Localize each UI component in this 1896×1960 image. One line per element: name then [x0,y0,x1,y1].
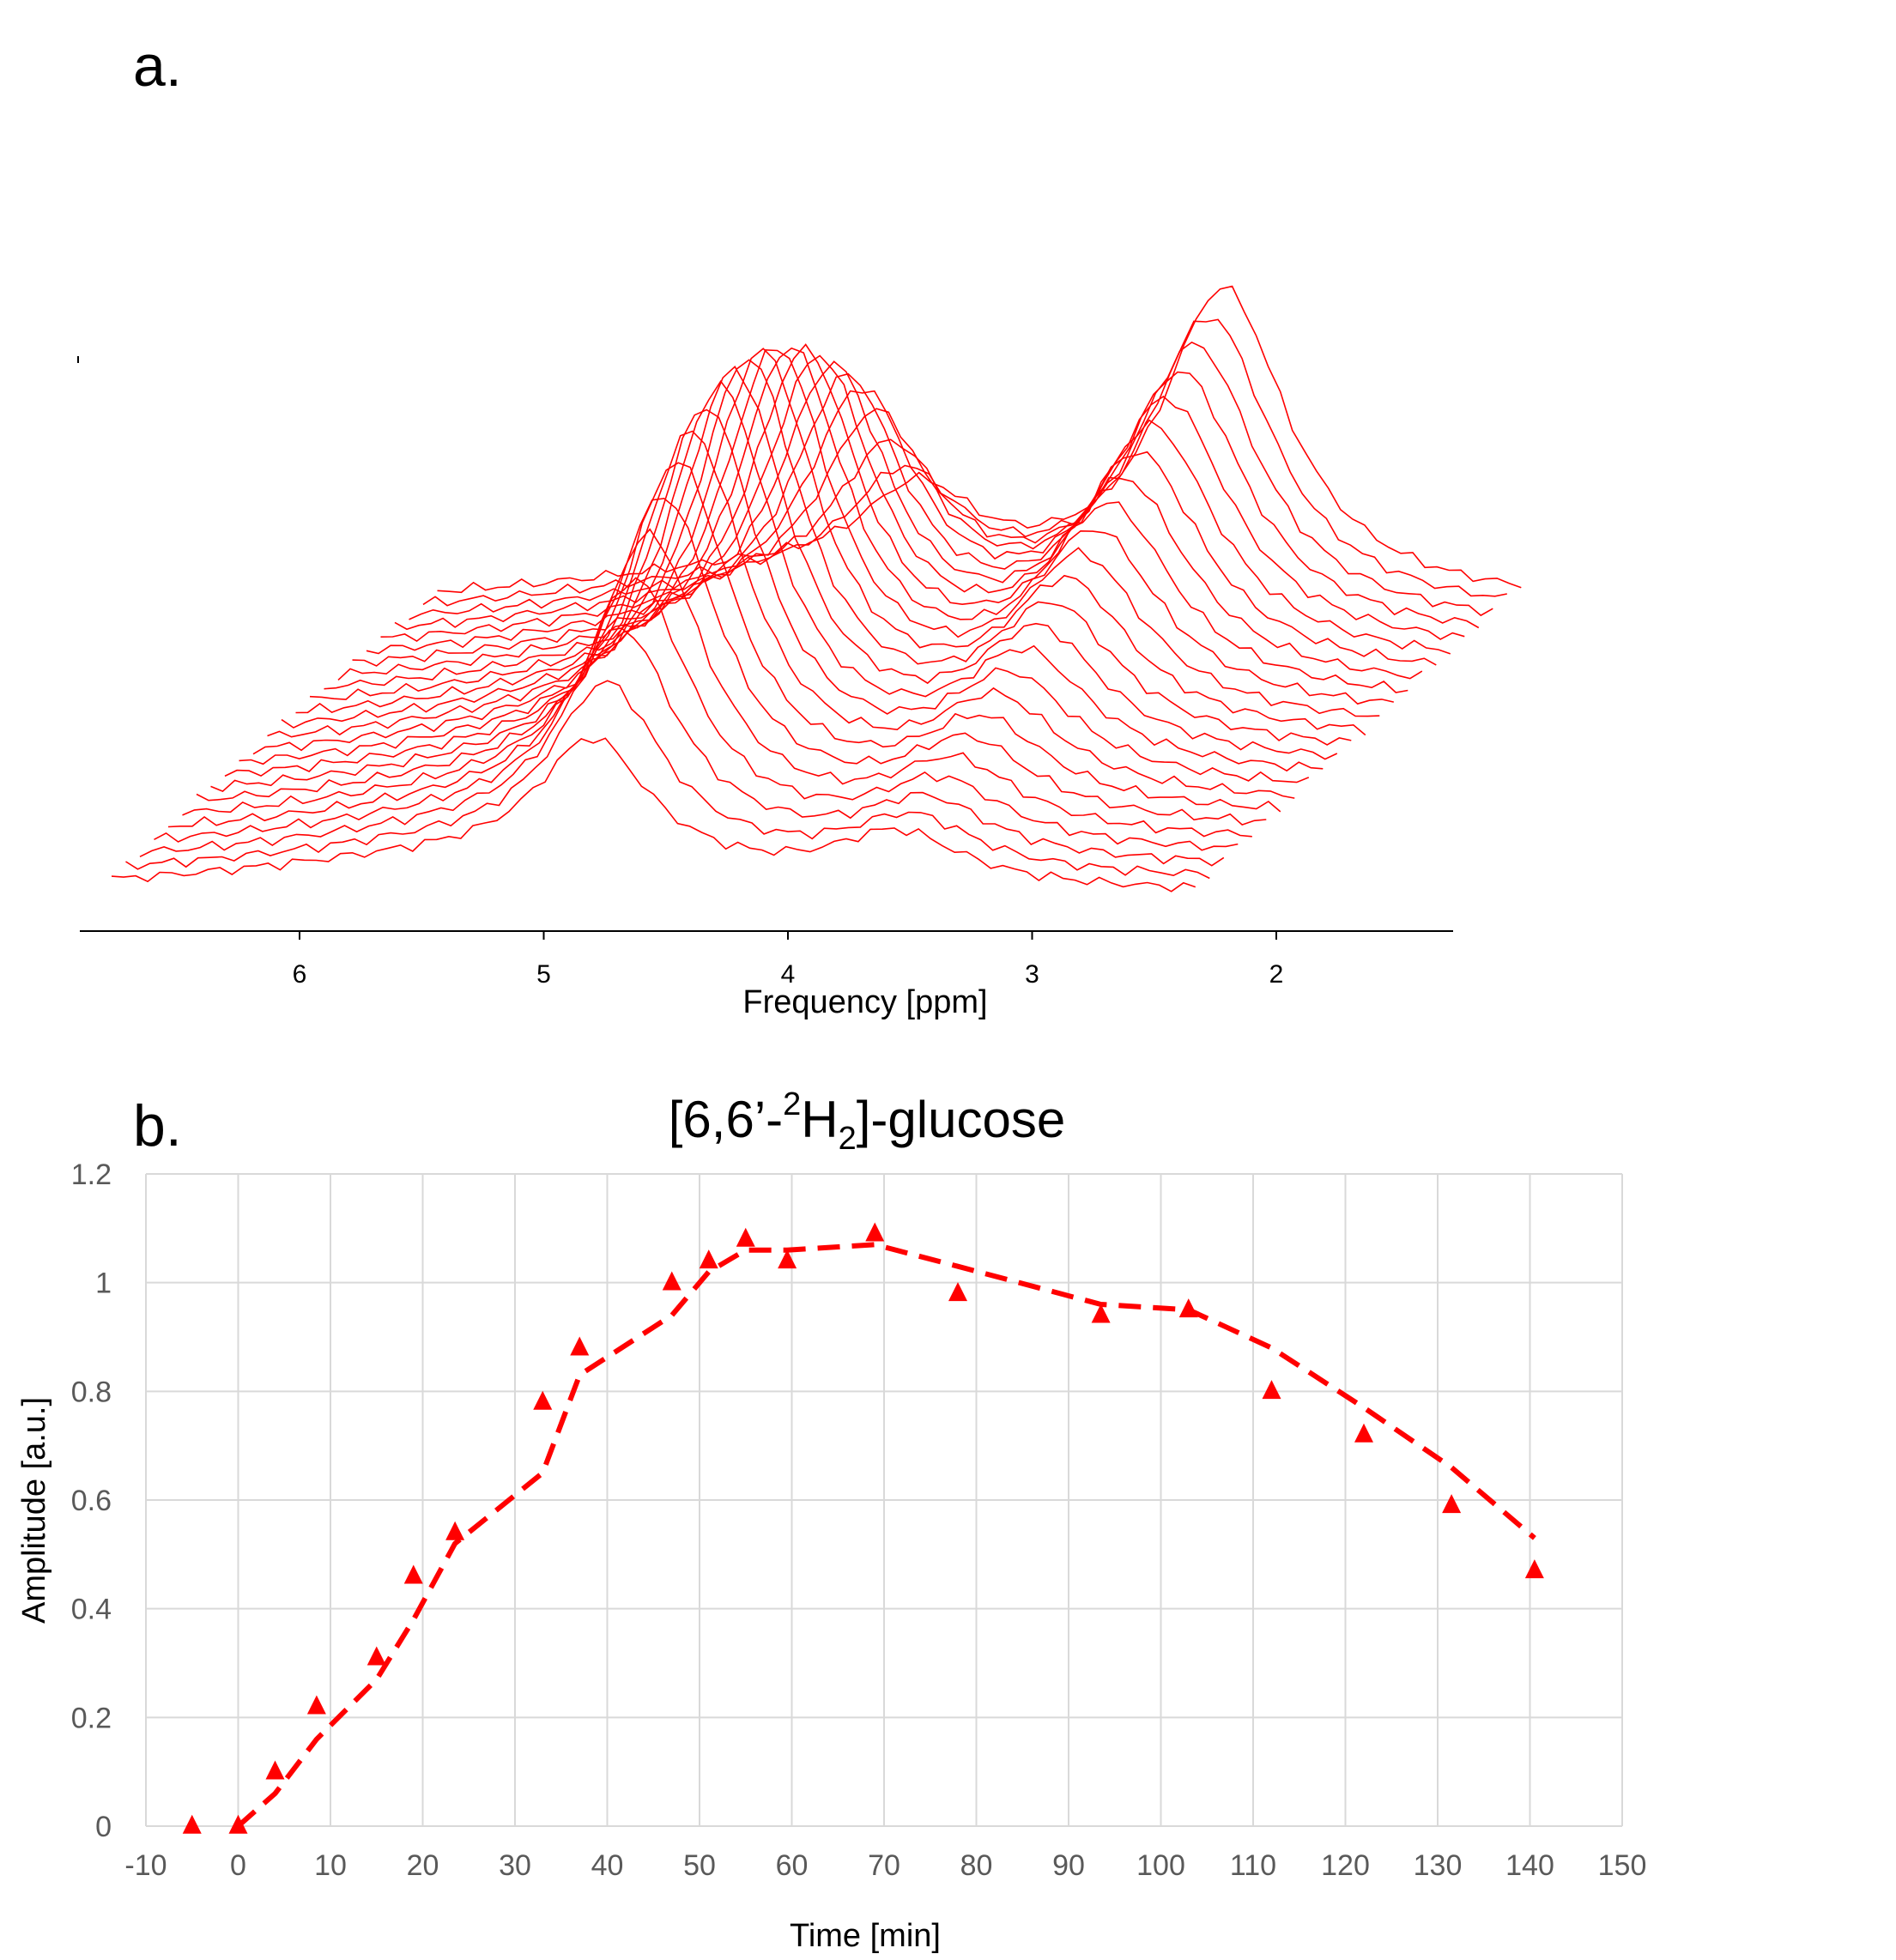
spectrum-trace [111,737,1196,892]
panel-b-gridlines [145,1173,1623,1827]
panel-b-triangle-point [1442,1494,1462,1514]
panel-b-triangle-point [1354,1423,1373,1443]
panel-b-triangle-point [865,1222,885,1242]
spectrum-trace [167,528,1252,838]
spectrum-trace [309,347,1394,705]
spectrum-trace [409,341,1493,620]
panel-b-triangle-point [265,1760,285,1780]
panel-b-y-tick-label: 0 [95,1811,112,1843]
panel-b-triangle-point [366,1646,386,1666]
panel-a-x-tick-label: 5 [536,960,551,989]
panel-b-triangle-point [533,1390,553,1410]
panel-b-y-tick-label: 0.8 [71,1376,112,1408]
panel-b-triangle-point [1524,1559,1544,1579]
spectrum-trace [337,354,1423,681]
panel-b-x-tick-label: 10 [314,1849,347,1882]
spectrum-trace [252,366,1338,760]
panel-b-triangle-point [1262,1380,1281,1400]
panel-b-y-tick-label: 1 [95,1267,112,1300]
spectrum-trace [324,343,1408,693]
panel-b-x-tick-label: 140 [1505,1849,1554,1882]
panel-b-triangle-point [948,1282,967,1302]
panel-b-y-tick-label: 0.2 [71,1702,112,1734]
panel-b-triangle-point [1091,1304,1111,1323]
panel-b-x-tick-label: 20 [407,1849,439,1882]
title-subscript: 2 [839,1121,857,1157]
panel-a-x-tick-label: 6 [293,960,307,989]
spectrum-trace [281,348,1366,736]
panel-b-x-tick-label: 130 [1414,1849,1463,1882]
panel-b-triangle-point [445,1521,465,1540]
panel-b-label: b. [133,1093,182,1158]
panel-b-triangle-point [736,1227,755,1247]
title-part-1: [6,6’- [669,1091,783,1148]
spectrum-trace [182,497,1267,826]
panel-b-x-tick-label: 50 [683,1849,716,1882]
panel-b-y-tick-label: 0.6 [71,1485,112,1517]
panel-a-x-tick-label: 2 [1269,960,1284,989]
panel-a-x-ticks: 6 5 4 3 2 [293,931,1284,989]
panel-b-triangle-point [699,1249,718,1269]
spectrum-trace [154,577,1239,851]
panel-b-triangle-point [306,1695,326,1715]
spectrum-trace [196,462,1281,813]
panel-b-fit-line [236,1242,1536,1829]
panel-b-x-tick-label: 40 [591,1849,624,1882]
panel-b-tick-labels: -10 0 10 20 30 40 50 60 70 80 90 100 110 120 130 140 150… [71,1158,1647,1882]
spectrum-trace [422,318,1507,607]
spectrum-trace [267,359,1352,746]
panel-b-triangle-point [228,1814,248,1834]
panel-b-x-tick-label: 90 [1052,1849,1085,1882]
panel-b-dashed-series-line [236,1242,1536,1829]
panel-a-label: a. [133,33,182,99]
panel-b-triangle-point [182,1814,202,1834]
panel-b-x-tick-label: 60 [776,1849,809,1882]
spectrum-trace [437,285,1522,594]
panel-b-x-tick-label: 30 [499,1849,531,1882]
panel-a-x-tick-label: 3 [1025,960,1039,989]
panel-b-triangle-point [570,1336,590,1356]
panel-b-x-tick-label: 0 [230,1849,246,1882]
panel-b-timecourse: b. [6,6’-2H2]-glucose -10 0 10 20 30 40 50 60 70… [16,1086,1646,1954]
panel-a-x-tick-label: 4 [781,960,796,989]
panel-b-data-points [182,1222,1544,1834]
panel-a-spectra: a. 6 5 4 3 2 Frequency [ppm] [77,33,1522,1020]
spectrum-trace [380,390,1465,643]
spectrum-trace [394,371,1480,631]
panel-b-triangle-point [403,1564,423,1584]
panel-b-x-tick-label: 100 [1136,1849,1185,1882]
panel-b-x-tick-label: 110 [1230,1849,1276,1882]
panel-b-y-tick-label: 1.2 [71,1158,112,1191]
panel-b-x-axis-label: Time [min] [790,1918,941,1954]
title-part-2: H [801,1091,838,1148]
panel-b-y-axis-label: Amplitude [a.u.] [16,1397,52,1624]
title-superscript: 2 [783,1086,801,1122]
panel-b-x-tick-label: 120 [1321,1849,1370,1882]
panel-a-x-axis-label: Frequency [ppm] [742,984,987,1020]
spectrum-trace [139,627,1225,867]
spectrum-trace [352,360,1437,667]
panel-b-triangle-point [778,1249,797,1269]
spectrum-trace [366,372,1451,655]
panel-b-x-tick-label: 150 [1598,1849,1647,1882]
panel-b-title: [6,6’-2H2]-glucose [669,1086,1065,1157]
panel-b-triangle-point [1178,1298,1198,1318]
panel-b-x-tick-label: 70 [868,1849,900,1882]
panel-b-x-tick-label: -10 [124,1849,167,1882]
spectrum-trace [224,408,1310,783]
stacked-spectra [111,285,1522,892]
title-part-3: ]-glucose [857,1091,1065,1148]
panel-b-x-tick-label: 80 [960,1849,993,1882]
spectrum-trace [295,348,1380,717]
spectrum-trace [210,430,1295,799]
panel-b-triangle-point [662,1271,681,1291]
spectrum-trace [125,680,1210,880]
panel-b-y-tick-label: 0.4 [71,1594,112,1626]
